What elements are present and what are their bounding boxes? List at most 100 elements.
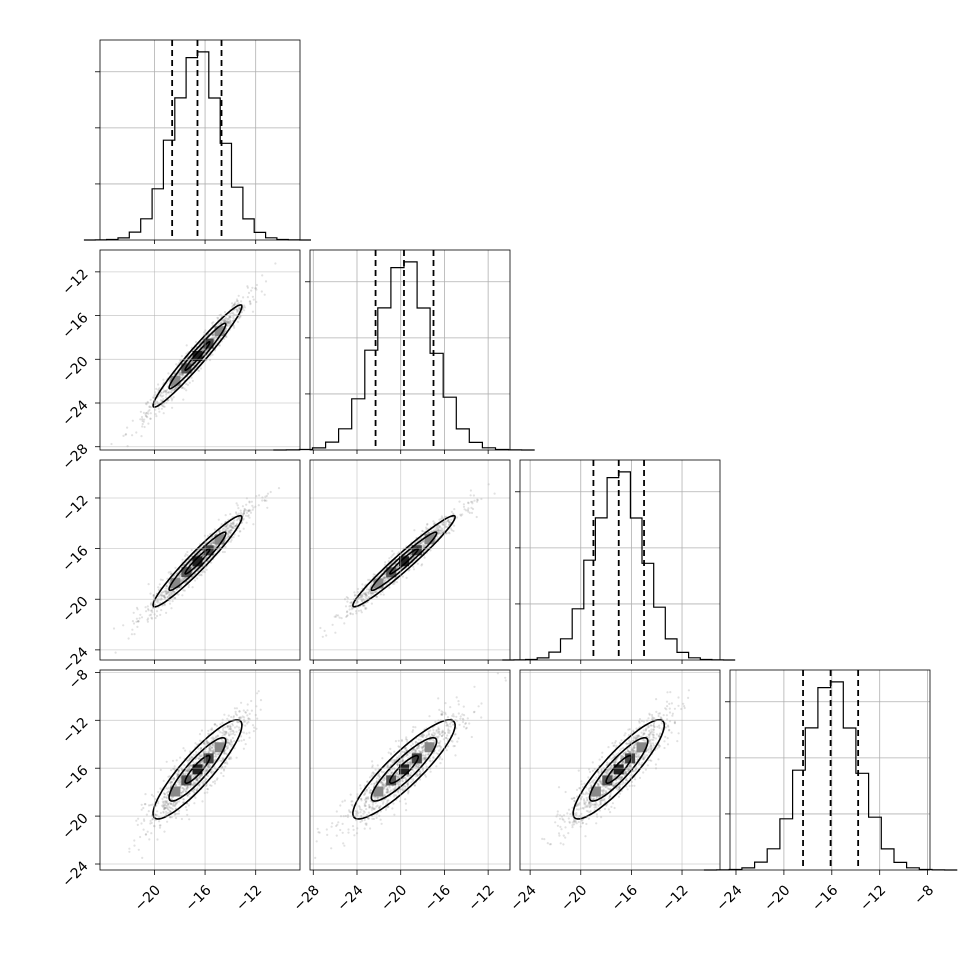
sample-point — [185, 382, 188, 386]
sample-point — [144, 414, 147, 418]
sample-point — [252, 523, 255, 526]
sample-point — [202, 570, 205, 573]
sample-point — [345, 611, 349, 614]
sample-point — [205, 777, 208, 781]
contour-level-2 — [370, 531, 438, 592]
sample-point — [166, 596, 169, 599]
axes-frame — [309, 459, 511, 661]
sample-point — [163, 804, 166, 807]
sample-point — [222, 758, 225, 761]
sample-point — [231, 724, 234, 727]
sample-point — [156, 810, 159, 813]
sample-point — [437, 749, 441, 752]
sample-point — [127, 637, 130, 640]
sample-point — [419, 543, 422, 546]
sample-point — [155, 387, 158, 390]
sample-point — [440, 710, 443, 713]
sample-point — [228, 316, 231, 319]
sample-point — [350, 601, 353, 604]
density-block — [170, 375, 181, 386]
sample-point — [163, 796, 166, 799]
sample-point — [165, 590, 168, 593]
sample-point — [229, 513, 232, 516]
sample-point — [167, 391, 170, 394]
sample-point — [227, 533, 230, 536]
sample-point — [178, 779, 181, 782]
sample-point — [155, 614, 159, 618]
sample-point — [369, 592, 373, 595]
sample-point — [221, 527, 225, 530]
sample-point — [438, 526, 441, 529]
sample-point — [223, 337, 226, 340]
sample-point — [227, 530, 231, 534]
sample-point — [349, 601, 352, 604]
sample-point — [112, 627, 116, 630]
sample-point — [207, 763, 210, 766]
sample-point — [248, 731, 251, 734]
sample-point — [137, 620, 140, 623]
sample-point — [171, 600, 174, 603]
sample-point — [161, 797, 164, 801]
sample-point — [249, 300, 252, 303]
sample-point — [231, 521, 235, 524]
sample-point — [235, 714, 238, 717]
sample-point — [169, 780, 172, 784]
sample-point — [165, 810, 168, 813]
sample-point — [368, 589, 371, 592]
sample-point — [176, 800, 179, 804]
contour-level-3 — [352, 514, 456, 608]
sample-point — [212, 321, 215, 324]
sample-point — [236, 518, 239, 521]
sample-point — [182, 747, 185, 750]
sample-point — [451, 740, 454, 743]
sample-point — [167, 786, 170, 789]
sample-point — [230, 525, 234, 528]
sample-point — [359, 784, 362, 787]
sample-point — [219, 321, 222, 324]
sample-point — [200, 781, 203, 784]
sample-point — [189, 764, 193, 768]
sample-point — [157, 595, 160, 598]
sample-point — [178, 783, 181, 786]
sample-point — [212, 541, 216, 545]
sample-point — [424, 754, 427, 757]
sample-point — [346, 610, 349, 613]
sample-point — [230, 538, 233, 542]
sample-point — [250, 709, 253, 712]
sample-point — [243, 304, 246, 307]
sample-point — [422, 745, 425, 748]
sample-point — [162, 398, 165, 401]
sample-point — [445, 749, 448, 752]
sample-point — [437, 532, 440, 535]
sample-point — [208, 764, 211, 767]
sample-point — [207, 766, 210, 769]
sample-point — [194, 796, 197, 800]
sample-point — [397, 745, 400, 748]
sample-point — [229, 319, 232, 322]
sample-point — [255, 283, 258, 287]
sample-point — [238, 517, 241, 520]
sample-point — [218, 546, 221, 549]
sample-point — [251, 508, 254, 511]
sample-point — [394, 740, 397, 743]
sample-point — [469, 489, 472, 492]
sample-point — [199, 747, 203, 750]
sample-point — [224, 316, 227, 319]
sample-point — [426, 523, 429, 526]
sample-point — [232, 522, 235, 525]
sample-point — [196, 743, 199, 746]
sample-point — [437, 531, 440, 534]
sample-point — [221, 740, 224, 743]
sample-point — [410, 781, 413, 784]
sample-point — [370, 594, 373, 597]
sample-point — [228, 529, 231, 532]
sample-point — [154, 393, 157, 396]
sample-point — [246, 515, 249, 518]
sample-point — [145, 833, 148, 836]
sample-point — [178, 800, 181, 803]
sample-point — [167, 803, 170, 807]
sample-point — [212, 780, 215, 784]
sample-point — [452, 529, 455, 533]
sample-point — [191, 586, 194, 589]
sample-point — [446, 519, 450, 522]
